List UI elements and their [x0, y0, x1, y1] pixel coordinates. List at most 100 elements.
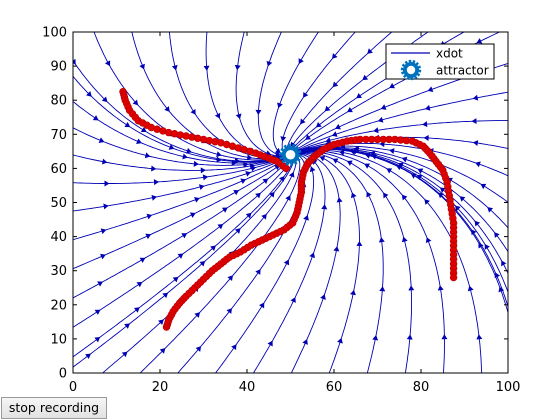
streamline-arrow [234, 64, 241, 71]
legend-label-xdot: xdot [436, 47, 463, 61]
streamline-arrow [136, 281, 143, 288]
streamline-arrow [484, 243, 490, 250]
streamline-arrow [186, 147, 192, 154]
streamline-arrow [498, 286, 505, 293]
streamline-arrow [231, 159, 237, 166]
attractor-marker [279, 143, 302, 167]
y-tick-label: 90 [50, 60, 67, 75]
streamline-arrow [193, 160, 199, 167]
streamline-arrow [471, 118, 477, 125]
streamline-arrow [234, 157, 240, 164]
streamline-arrow [97, 281, 103, 287]
plot-area [73, 32, 508, 373]
streamline-arrow [146, 213, 153, 220]
streamline-arrow [198, 184, 205, 191]
streamline-arrow [194, 197, 200, 203]
streamline-arrow [172, 276, 179, 283]
streamline-arrow [478, 242, 484, 249]
streamline-arrow [245, 212, 252, 219]
streamline [281, 32, 356, 154]
streamline-arrow [86, 91, 92, 97]
streamline-arrow [124, 323, 130, 329]
streamline-arrow [216, 156, 222, 163]
streamline [73, 158, 288, 270]
streamline-arrow [406, 334, 413, 340]
streamline-arrow [309, 252, 316, 259]
streamline-arrow [164, 106, 170, 112]
streamline-arrow [153, 179, 160, 186]
streamline-arrow [168, 144, 175, 150]
streamline-arrow [269, 191, 275, 198]
streamline-arrow [305, 134, 312, 140]
y-tick-label: 70 [50, 128, 67, 143]
streamline-arrow [171, 64, 178, 71]
streamline-arrow [140, 126, 147, 133]
streamline-arrow [494, 272, 501, 279]
x-tick-label: 60 [326, 380, 343, 395]
streamline [73, 75, 287, 163]
streamline-arrow [454, 205, 461, 212]
streamline [73, 158, 295, 368]
streamline-arrow [383, 192, 389, 199]
streamline-arrow [195, 346, 202, 352]
x-tick-label: 20 [152, 380, 169, 395]
streamline-arrow [226, 308, 232, 314]
streamline-arrow [199, 260, 206, 267]
streamline-arrow [325, 137, 332, 144]
axis-ticks [72, 31, 509, 374]
y-tick-label: 50 [50, 196, 67, 211]
streamline-arrow [386, 168, 393, 174]
streamline-arrow [425, 237, 432, 244]
y-tick-label: 60 [50, 162, 67, 177]
streamline-arrow [98, 137, 105, 143]
streamline-arrow [234, 228, 241, 234]
streamline-arrow [300, 118, 306, 125]
streamline-arrow [290, 297, 296, 303]
streamline-arrow [332, 81, 339, 88]
streamline-arrow [356, 92, 362, 99]
y-tick-label: 80 [50, 94, 67, 109]
streamline-arrow [487, 207, 494, 213]
streamline-arrow [151, 165, 157, 172]
streamline-arrow [235, 113, 242, 120]
x-tick-label: 0 [69, 380, 77, 395]
streamline-arrow [417, 168, 424, 174]
streamline-arrow [259, 302, 265, 309]
streamline [294, 91, 508, 152]
streamline-arrow [437, 285, 444, 291]
streamline-arrow [315, 121, 322, 128]
streamline [73, 157, 288, 241]
streamline-arrow [410, 173, 417, 179]
trajectory-point [282, 164, 290, 173]
streamline-arrow [347, 106, 353, 113]
streamline-arrow [100, 253, 106, 260]
streamline-arrow [439, 187, 446, 193]
streamline-arrow [177, 253, 184, 259]
streamline-arrow [303, 214, 309, 221]
streamline-arrow [73, 58, 76, 65]
streamline-arrow [378, 237, 385, 243]
streamline-arrow [475, 161, 481, 168]
streamline-arrow [261, 213, 267, 220]
streamline-arrow [283, 259, 290, 266]
streamline-arrow [309, 166, 316, 173]
streamline-arrow [346, 160, 353, 166]
streamline-arrow [362, 74, 369, 81]
stop-recording-button[interactable]: stop recording [1, 397, 107, 419]
streamline-arrow [339, 149, 345, 156]
streamline-arrow [203, 65, 210, 71]
streamline-arrow [476, 334, 483, 340]
streamline-arrow [262, 178, 269, 185]
streamline-arrow [377, 116, 384, 123]
streamline-arrow [476, 38, 483, 44]
x-tick-label: 100 [496, 380, 521, 395]
streamline-arrow [459, 196, 466, 202]
streamline-arrow [474, 220, 481, 227]
streamline-arrow [424, 104, 431, 111]
streamline-arrow [303, 91, 309, 98]
streamline [295, 148, 508, 309]
streamline-arrow [321, 204, 328, 210]
streamline-arrow [408, 285, 415, 291]
y-tick-label: 100 [42, 26, 67, 41]
